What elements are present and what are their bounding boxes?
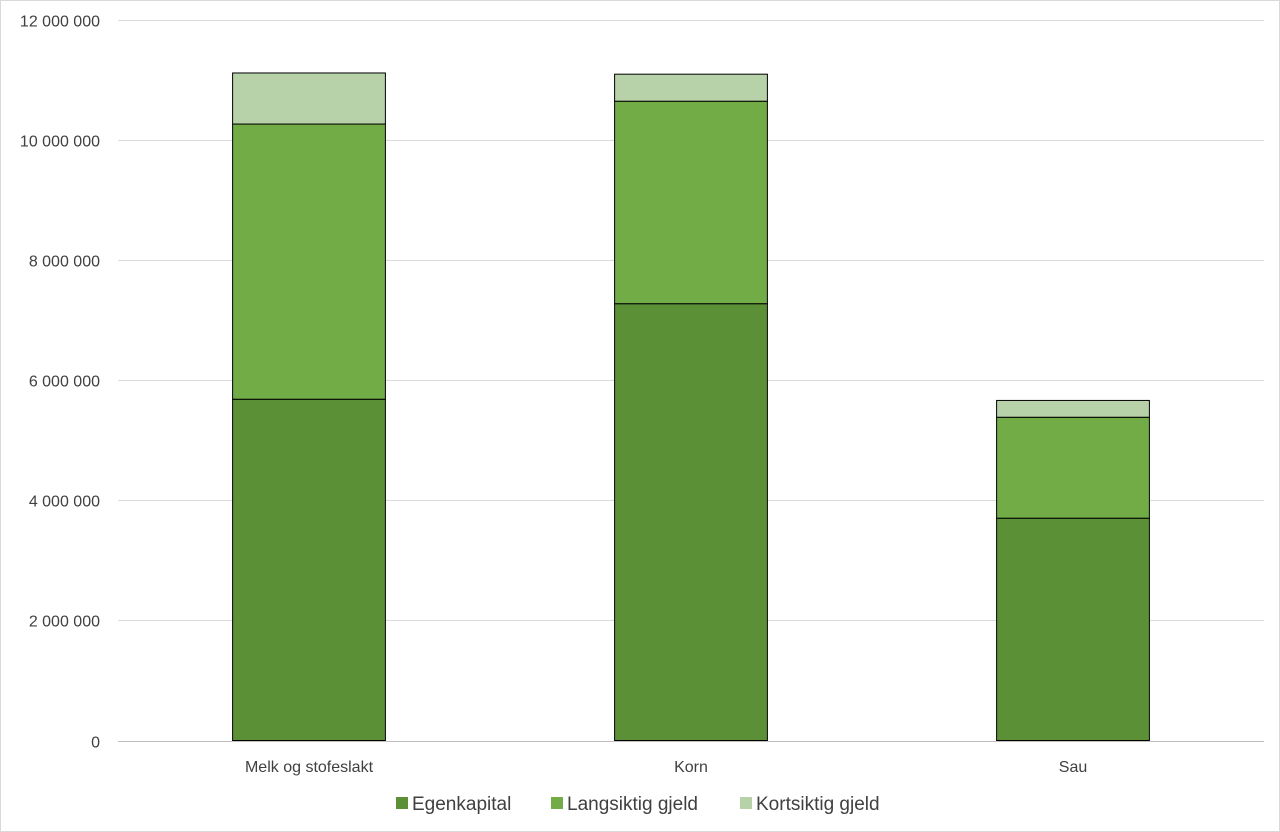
y-tick-label: 0 (91, 735, 100, 752)
legend-label: Egenkapital (412, 794, 511, 815)
y-tick-label: 10 000 000 (20, 134, 100, 151)
bar-egenkapital-2 (996, 517, 1150, 741)
bar-egenkapital-1 (614, 303, 768, 741)
legend-swatch (396, 797, 408, 809)
x-category-label: Melk og stofeslakt (245, 759, 374, 776)
legend-label: Kortsiktig gjeld (756, 794, 880, 815)
y-axis: 0 2 000 000 4 000 000 6 000 000 8 000 000 10 … (20, 14, 100, 752)
bar-kortsiktig-gjeld-2 (996, 399, 1150, 418)
bar-egenkapital-0 (232, 398, 386, 741)
x-category-label: Korn (674, 759, 708, 776)
legend-swatch (740, 797, 752, 809)
bar-langsiktig-gjeld-2 (996, 416, 1150, 519)
y-tick-label: 8 000 000 (29, 254, 100, 271)
bar-kortsiktig-gjeld-1 (614, 73, 768, 102)
bar-kortsiktig-gjeld-0 (232, 72, 386, 125)
bars (232, 72, 1150, 741)
legend-swatch (551, 797, 563, 809)
y-tick-label: 12 000 000 (20, 14, 100, 31)
x-axis: Melk og stofeslakt Korn Sau (245, 759, 1087, 776)
y-tick-label: 6 000 000 (29, 374, 100, 391)
y-tick-label: 2 000 000 (29, 614, 100, 631)
legend-label: Langsiktig gjeld (567, 794, 698, 815)
x-category-label: Sau (1059, 759, 1087, 776)
y-tick-label: 4 000 000 (29, 494, 100, 511)
bar-langsiktig-gjeld-0 (232, 123, 386, 400)
legend: Egenkapital Langsiktig gjeld Kortsiktig gj… (396, 794, 880, 815)
bar-langsiktig-gjeld-1 (614, 100, 768, 305)
